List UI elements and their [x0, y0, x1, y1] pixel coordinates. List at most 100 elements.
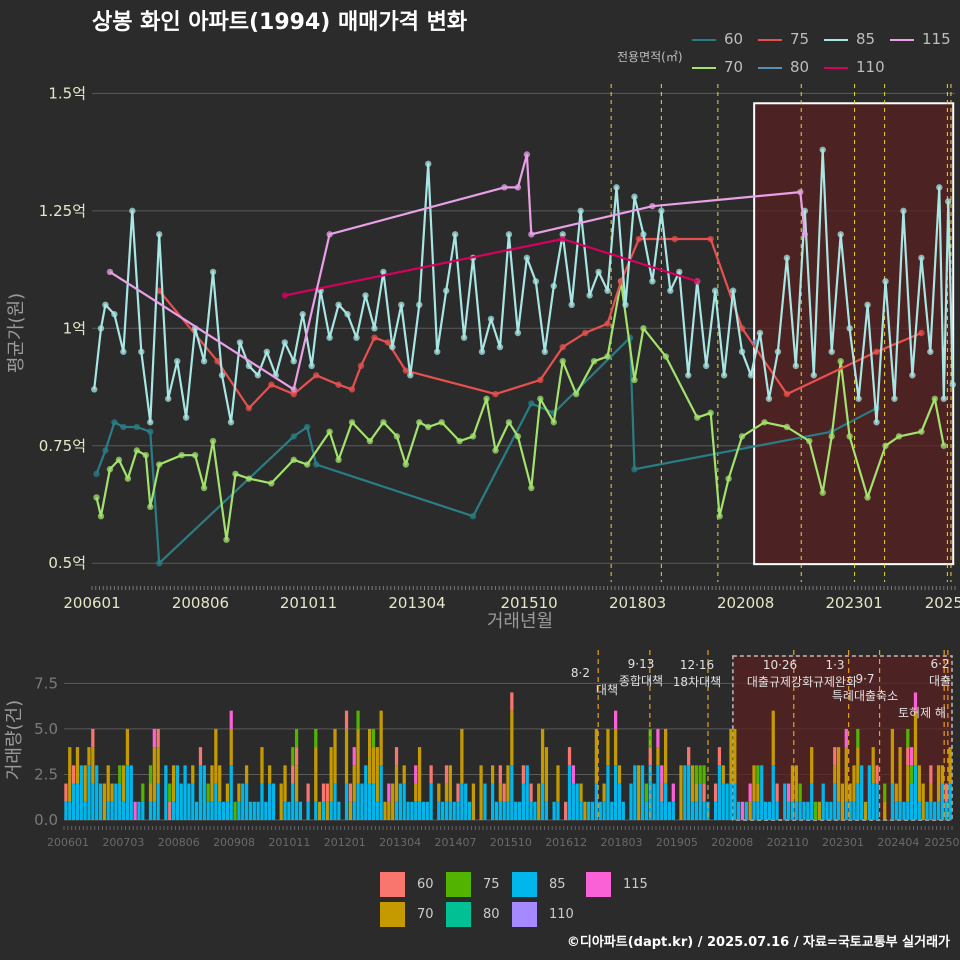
bar-x-tick-label: 200703 [102, 836, 144, 849]
bar-segment-115 [913, 692, 918, 711]
data-point-70 [380, 419, 387, 426]
bar-segment-70 [218, 765, 222, 802]
data-point-85 [398, 301, 405, 309]
data-point-60 [469, 513, 477, 520]
bar-segment-85 [202, 765, 206, 820]
bar-segment-85 [533, 801, 537, 820]
bar-segment-115 [571, 765, 575, 784]
bar-segment-60 [713, 783, 718, 802]
bar-segment-70 [371, 747, 376, 784]
bar-segment-70 [614, 728, 618, 766]
data-point-75 [873, 348, 880, 355]
data-point-115 [528, 231, 535, 238]
bar-segment-85 [125, 765, 130, 820]
data-point-70 [846, 433, 853, 440]
legend-swatch-110 [824, 66, 848, 69]
bar-segment-85 [787, 801, 791, 820]
bar-segment-60 [717, 747, 722, 766]
bar-segment-85 [713, 801, 718, 820]
bar-segment-75 [702, 765, 706, 784]
data-point-85 [496, 343, 504, 351]
bar-segment-75 [883, 783, 887, 802]
bar-segment-85 [429, 783, 433, 820]
bar-segment-70 [318, 801, 322, 820]
data-point-70 [931, 395, 939, 402]
legend-item-80: 80 [758, 58, 809, 76]
bar-segment-85 [890, 783, 895, 820]
bar-segment-85 [425, 801, 429, 820]
data-point-85 [568, 301, 575, 309]
bar-segment-85 [248, 801, 253, 820]
data-point-60 [156, 560, 163, 567]
bar-segment-75 [648, 728, 652, 748]
data-point-70 [425, 423, 432, 431]
bar-segment-85 [210, 801, 214, 820]
bar-segment-85 [218, 801, 222, 820]
data-point-85 [254, 372, 262, 379]
bar-segment-70 [694, 783, 698, 802]
data-point-85 [389, 343, 396, 351]
data-point-115 [290, 386, 297, 393]
data-point-85 [173, 357, 181, 365]
data-point-75 [384, 339, 392, 346]
data-point-85 [711, 287, 719, 294]
bar-segment-85 [260, 783, 264, 820]
bar-segment-85 [191, 783, 195, 820]
bar-y-tick-label: 2.5 [34, 765, 58, 783]
bar-segment-85 [944, 801, 948, 820]
bar-segment-85 [244, 783, 249, 820]
data-point-85 [380, 268, 387, 276]
policy-event-text: 규제완화 [813, 675, 857, 689]
bar-segment-70 [314, 747, 318, 802]
bar-segment-75 [291, 747, 295, 766]
bar-segment-85 [598, 801, 602, 820]
data-point-70 [393, 433, 401, 440]
x-tick-label: 201510 [500, 594, 557, 612]
bar-segment-85 [129, 765, 133, 820]
bar-segment-70 [348, 801, 353, 820]
data-point-70 [438, 419, 445, 426]
data-point-70 [631, 376, 638, 384]
policy-event-date: 12·16 [680, 658, 714, 672]
bar-segment-70 [863, 801, 868, 820]
bar-segment-85 [910, 783, 914, 820]
data-point-85 [810, 372, 817, 379]
bar-x-tick-label: 202404 [877, 836, 919, 849]
bar-segment-70 [721, 765, 725, 784]
bar-legend-swatch-115 [586, 872, 611, 897]
bar-segment-75 [798, 783, 802, 802]
bar-segment-60 [306, 783, 310, 802]
policy-event-text: 특례대출축소 [832, 689, 898, 703]
bar-segment-85 [579, 801, 583, 820]
bar-segment-85 [71, 783, 76, 820]
bar-segment-60 [660, 783, 664, 802]
bar-segment-115 [844, 728, 848, 748]
bar-segment-70 [890, 728, 895, 784]
data-point-70 [106, 466, 114, 473]
legend-swatch-115 [890, 38, 914, 41]
bar-segment-70 [656, 747, 660, 766]
data-point-70 [93, 494, 100, 501]
bar-segment-85 [367, 783, 372, 820]
bar-segment-70 [148, 783, 153, 802]
bar-segment-85 [614, 765, 618, 820]
bar-segment-85 [517, 801, 522, 820]
bar-segment-85 [287, 801, 291, 820]
bar-segment-70 [948, 747, 952, 784]
bar-segment-85 [567, 765, 572, 820]
legend-swatch-75 [758, 38, 782, 41]
data-point-75 [707, 235, 714, 243]
bar-legend-swatch-60 [380, 872, 405, 897]
bar-segment-60 [156, 728, 160, 748]
data-point-70 [783, 423, 791, 431]
data-point-60 [133, 423, 141, 431]
bar-segment-60 [348, 783, 353, 802]
bar-segment-85 [737, 801, 741, 820]
data-point-70 [882, 442, 889, 449]
data-point-70 [572, 390, 580, 398]
bar-segment-85 [867, 765, 871, 820]
bar-segment-85 [706, 801, 710, 820]
bar-segment-70 [214, 728, 218, 784]
data-point-85 [434, 348, 441, 355]
bar-segment-85 [333, 783, 337, 820]
